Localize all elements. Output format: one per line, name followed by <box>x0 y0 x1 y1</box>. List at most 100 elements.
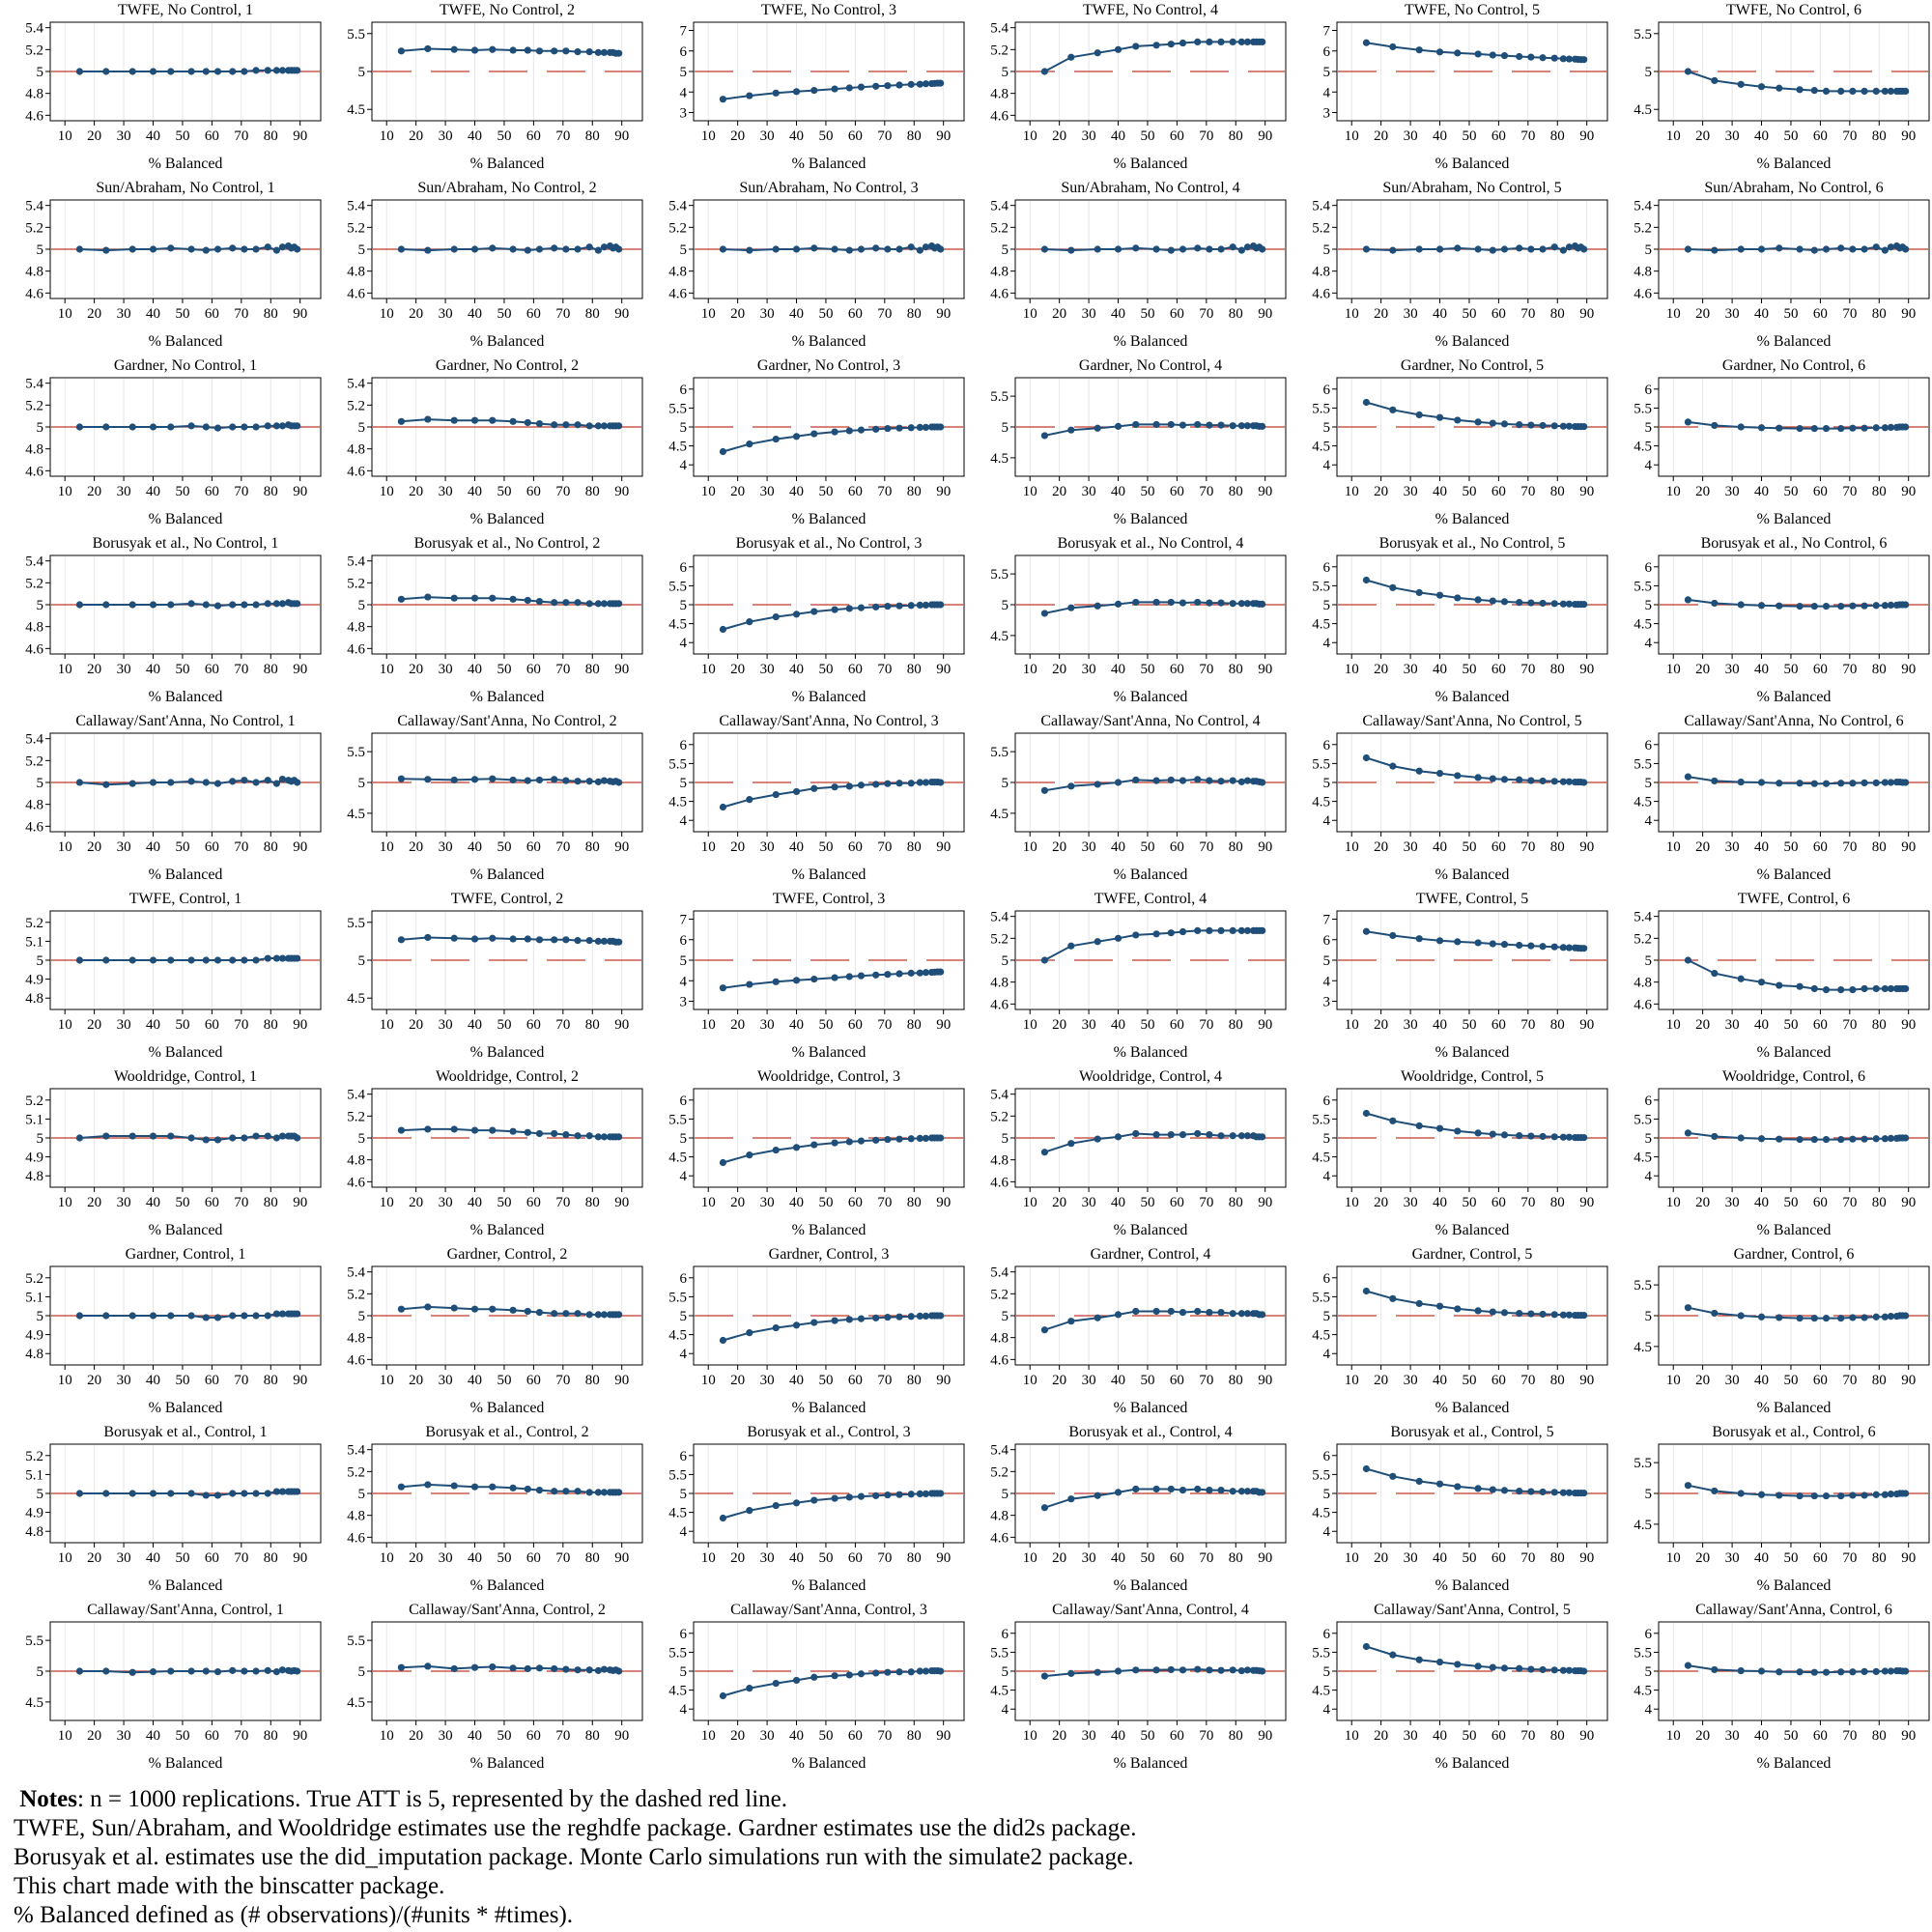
data-point <box>1179 421 1187 429</box>
data-point <box>551 1129 558 1138</box>
x-tick-label: 90 <box>293 1017 307 1033</box>
data-point <box>1887 243 1895 251</box>
data-point <box>562 245 570 253</box>
data-point <box>397 775 406 782</box>
x-tick-label: 20 <box>1695 306 1710 322</box>
x-tick-label: 80 <box>907 1373 922 1388</box>
data-point <box>1206 599 1213 607</box>
x-tick-label: 10 <box>58 1195 72 1210</box>
data-point <box>1881 984 1889 993</box>
x-tick-label: 30 <box>1725 1550 1740 1566</box>
data-point <box>1849 1314 1857 1321</box>
data-point <box>1822 1668 1831 1676</box>
data-point <box>1243 600 1252 608</box>
data-point <box>252 956 260 964</box>
data-point <box>167 1132 175 1140</box>
data-point <box>524 1664 531 1673</box>
chart-svg: Gardner, Control, 510 20 30 40 50 60 70 80 9044.… <box>1312 1246 1608 1416</box>
data-point <box>845 605 853 612</box>
data-point <box>1550 1311 1558 1319</box>
data-point <box>719 1514 727 1522</box>
x-tick-label: 80 <box>1229 662 1243 677</box>
x-axis-label: % Balanced <box>792 867 867 883</box>
chart-title: Gardner, Control, 5 <box>1412 1246 1533 1263</box>
y-tick-label: 5.2 <box>990 43 1009 58</box>
data-point <box>1237 422 1245 430</box>
chart-title: Gardner, No Control, 3 <box>757 357 900 374</box>
x-tick-label: 40 <box>789 1017 804 1033</box>
data-point <box>792 245 801 253</box>
x-tick-label: 90 <box>936 1195 951 1210</box>
y-tick-label: 5 <box>37 242 44 258</box>
data-point <box>1580 56 1588 64</box>
x-tick-label: 40 <box>1433 1373 1447 1388</box>
y-tick-label: 4 <box>1645 458 1653 473</box>
data-point <box>424 1481 432 1489</box>
data-point <box>1872 243 1880 251</box>
x-tick-label: 70 <box>1842 1373 1857 1388</box>
x-tick-label: 80 <box>1229 839 1243 855</box>
x-tick-label: 80 <box>907 1550 922 1566</box>
x-tick-label: 60 <box>1492 662 1506 677</box>
x-tick-label: 90 <box>936 662 951 677</box>
x-axis-label: % Balanced <box>470 689 545 705</box>
y-tick-label: 5.2 <box>25 220 43 236</box>
y-tick-label: 7 <box>1323 24 1331 40</box>
x-tick-label: 20 <box>1374 1550 1388 1566</box>
data-point <box>1243 926 1252 934</box>
data-point <box>600 243 609 251</box>
data-point <box>1711 777 1719 785</box>
y-tick-label: 6 <box>1323 560 1331 576</box>
x-axis-label: % Balanced <box>1757 333 1832 350</box>
data-point <box>202 1667 210 1675</box>
x-tick-label: 80 <box>907 306 922 322</box>
data-point <box>1500 420 1509 428</box>
data-point <box>524 777 531 784</box>
data-point <box>1132 1307 1140 1316</box>
data-point <box>489 416 497 424</box>
x-axis-label: % Balanced <box>1114 1400 1188 1416</box>
data-point <box>922 1667 930 1675</box>
data-point <box>615 422 623 430</box>
data-point <box>857 1492 866 1500</box>
chart-title: TWFE, No Control, 3 <box>761 2 896 18</box>
data-point <box>1711 1309 1719 1318</box>
x-tick-label: 80 <box>264 1195 278 1210</box>
data-point <box>489 1126 497 1134</box>
data-point <box>1206 777 1213 784</box>
data-point <box>1516 1310 1523 1318</box>
data-point <box>1259 779 1266 786</box>
data-point <box>1489 597 1496 605</box>
x-axis-label: % Balanced <box>149 1400 223 1416</box>
x-tick-label: 20 <box>1052 1017 1066 1033</box>
data-point <box>1243 1132 1252 1140</box>
x-tick-label: 40 <box>1754 1017 1769 1033</box>
y-tick-label: 4.5 <box>990 451 1009 467</box>
chart-title: Gardner, Control, 3 <box>769 1246 890 1263</box>
x-tick-label: 90 <box>1258 1728 1272 1744</box>
x-tick-label: 60 <box>526 306 541 322</box>
y-tick-label: 4.8 <box>347 1153 365 1169</box>
x-axis-label: % Balanced <box>1757 1044 1832 1061</box>
x-tick-label: 60 <box>1813 484 1828 499</box>
y-tick-label: 4 <box>680 85 688 100</box>
data-point <box>252 779 260 786</box>
chart-svg: Sun/Abraham, No Control, 210 20 30 40 50 60 70… <box>347 180 643 350</box>
x-axis-label: % Balanced <box>1435 1577 1510 1594</box>
y-tick-label: 5.4 <box>347 1088 365 1103</box>
x-tick-label: 90 <box>614 484 629 499</box>
data-point <box>1565 944 1574 952</box>
x-tick-label: 40 <box>1754 839 1769 855</box>
data-point <box>397 1305 406 1313</box>
x-axis-label: % Balanced <box>470 1577 545 1594</box>
data-point <box>149 245 157 253</box>
chart-panel: Borusyak et al., No Control, 3 10 20 30 40 50… <box>643 533 965 716</box>
data-point <box>1489 1663 1496 1671</box>
data-point <box>264 777 271 784</box>
data-point <box>229 778 237 785</box>
data-point <box>574 1666 582 1674</box>
x-tick-label: 60 <box>526 1195 541 1210</box>
data-point <box>857 83 866 91</box>
x-axis-label: % Balanced <box>470 867 545 883</box>
data-point <box>937 1490 945 1497</box>
